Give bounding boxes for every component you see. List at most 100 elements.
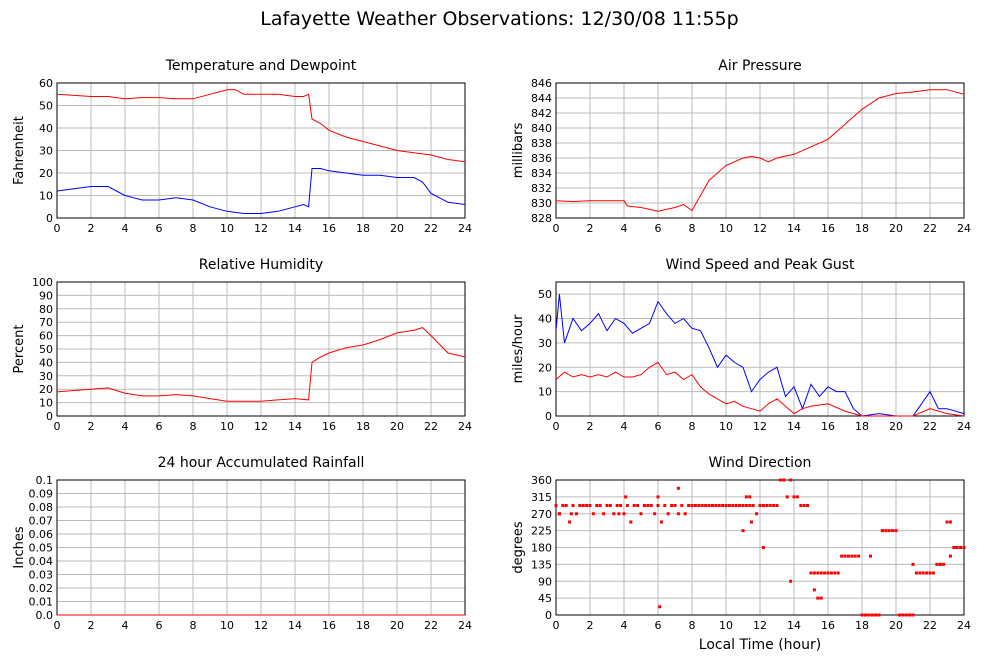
y-tick-label: 0 <box>545 609 552 622</box>
x-tick-label: 22 <box>424 619 438 632</box>
y-tick-label: 0.08 <box>29 501 54 514</box>
data-point <box>789 478 793 482</box>
data-point <box>908 613 912 617</box>
x-tick-label: 0 <box>54 420 61 433</box>
y-tick-label: 30 <box>538 337 552 350</box>
chart-direction: 0 2 4 6 8 10 12 14 16 18 20 22 240459013518022527031… <box>511 455 971 653</box>
data-point <box>683 512 687 516</box>
x-tick-label: 0 <box>553 420 560 433</box>
y-tick-label: 60 <box>39 330 53 343</box>
data-point <box>636 504 640 507</box>
x-tick-label: 22 <box>923 619 937 632</box>
chart-title: 24 hour Accumulated Rainfall <box>158 455 365 471</box>
x-tick-label: 18 <box>356 619 370 632</box>
y-tick-label: 50 <box>39 343 53 356</box>
x-tick-label: 2 <box>88 619 95 632</box>
data-point <box>829 571 833 575</box>
data-point <box>812 571 816 575</box>
data-point <box>615 504 619 507</box>
data-point <box>823 571 827 575</box>
plot-frame <box>555 82 965 219</box>
y-tick-label: 0.06 <box>29 528 54 541</box>
data-point <box>914 571 918 575</box>
x-tick-label: 24 <box>957 619 971 632</box>
y-tick-label: 0.07 <box>29 515 54 528</box>
x-tick-label: 18 <box>855 222 869 235</box>
data-point <box>639 512 643 516</box>
data-point <box>653 512 657 516</box>
x-tick-label: 4 <box>621 222 628 235</box>
data-point <box>785 495 789 499</box>
data-point <box>578 504 582 507</box>
x-tick-label: 20 <box>889 222 903 235</box>
x-tick-label: 0 <box>54 222 61 235</box>
x-tick-label: 2 <box>587 619 594 632</box>
data-point <box>741 529 745 533</box>
x-tick-label: 16 <box>322 222 336 235</box>
x-tick-label: 10 <box>220 222 234 235</box>
data-point <box>748 504 752 507</box>
chart-title: Wind Direction <box>709 455 812 471</box>
y-tick-label: 90 <box>538 575 552 588</box>
data-point <box>789 579 793 583</box>
x-tick-label: 14 <box>787 222 801 235</box>
chart-title: Temperature and Dewpoint <box>165 58 357 74</box>
x-tick-label: 0 <box>553 222 560 235</box>
x-tick-label: 16 <box>322 420 336 433</box>
data-point <box>931 571 935 575</box>
y-tick-label: 0.09 <box>29 488 54 501</box>
x-tick-label: 10 <box>719 420 733 433</box>
page-title: Lafayette Weather Observations: 12/30/08… <box>260 8 739 30</box>
x-tick-label: 16 <box>821 420 835 433</box>
data-point <box>806 504 810 507</box>
data-point <box>761 546 765 549</box>
y-tick-label: 20 <box>538 361 552 374</box>
data-point <box>622 512 626 516</box>
data-point <box>595 504 599 507</box>
data-point <box>751 504 755 507</box>
data-point <box>802 504 806 507</box>
x-tick-label: 14 <box>787 619 801 632</box>
x-tick-label: 2 <box>88 420 95 433</box>
data-point <box>741 504 745 507</box>
data-point <box>666 512 670 516</box>
data-point <box>646 504 650 507</box>
x-tick-label: 22 <box>424 420 438 433</box>
x-tick-label: 20 <box>390 619 404 632</box>
chart-title: Wind Speed and Peak Gust <box>666 257 855 273</box>
data-point <box>707 504 711 507</box>
data-point <box>658 605 662 609</box>
x-tick-label: 0 <box>54 619 61 632</box>
data-point <box>772 504 776 507</box>
data-point <box>632 504 636 507</box>
x-tick-label: 22 <box>923 222 937 235</box>
y-tick-label: 834 <box>531 167 552 180</box>
data-point <box>836 571 840 575</box>
x-tick-label: 4 <box>122 420 129 433</box>
x-tick-label: 12 <box>254 420 268 433</box>
series-line-1 <box>56 168 466 214</box>
x-tick-label: 24 <box>957 420 971 433</box>
y-tick-label: 30 <box>39 145 53 158</box>
x-tick-label: 10 <box>220 619 234 632</box>
data-point <box>857 554 861 558</box>
x-tick-label: 12 <box>753 222 767 235</box>
plot-frame <box>555 281 965 417</box>
data-point <box>877 613 881 617</box>
data-point <box>904 613 908 617</box>
y-tick-label: 135 <box>531 558 552 571</box>
y-tick-label: 0.02 <box>29 582 54 595</box>
data-point <box>816 571 820 575</box>
data-point <box>619 504 623 507</box>
data-point <box>952 546 956 549</box>
data-point <box>874 613 878 617</box>
data-point <box>700 504 704 507</box>
x-tick-label: 24 <box>458 619 472 632</box>
data-point <box>612 512 616 516</box>
y-tick-label: 70 <box>39 316 53 329</box>
y-tick-label: 832 <box>531 182 552 195</box>
data-point <box>795 495 799 499</box>
data-point <box>891 529 895 533</box>
x-tick-label: 18 <box>356 222 370 235</box>
data-point <box>617 512 621 516</box>
